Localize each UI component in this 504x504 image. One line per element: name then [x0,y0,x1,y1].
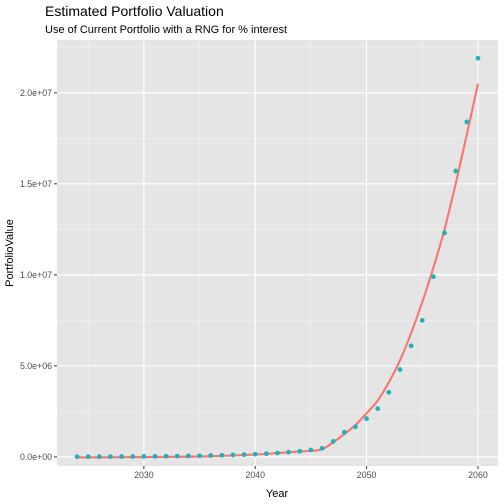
data-point [475,55,481,61]
data-point [297,448,303,454]
data-point [419,317,425,323]
data-point [408,343,414,349]
data-point [442,230,447,236]
points-series [74,55,481,460]
data-point [397,367,403,372]
y-tick-label: 2.0e+07 [20,88,52,98]
y-axis: 0.0e+00 5.0e+06 1.0e+07 1.5e+07 2.0e+07 [20,88,57,462]
y-tick-label: 1.0e+07 [20,270,52,280]
data-point [74,454,80,460]
data-point [308,447,314,453]
data-point [364,416,369,422]
data-point [219,452,225,458]
data-point [119,454,124,459]
data-point [431,274,436,280]
data-point [286,449,292,455]
plot-panel [57,40,498,466]
data-point [464,119,470,125]
y-tick-label: 0.0e+00 [20,452,52,462]
data-point [353,424,358,430]
data-point [174,453,180,459]
data-point [141,454,147,459]
data-point [263,451,269,457]
data-point [130,454,136,459]
data-point [108,454,113,460]
x-tick-label: 2060 [468,470,488,480]
data-point [230,452,236,458]
data-point [96,454,102,460]
data-point [375,406,381,412]
data-point [453,168,459,174]
data-point [330,439,336,444]
x-tick-label: 2050 [357,470,377,480]
chart-subtitle: Use of Current Portfolio with a RNG for … [45,24,287,36]
grid-lines [57,40,498,466]
data-point [252,451,258,457]
y-tick-label: 5.0e+06 [20,361,52,371]
x-axis: 2030 2040 2050 2060 [134,466,488,480]
data-point [197,453,202,459]
data-point [275,450,280,456]
data-point [152,453,158,459]
data-point [386,389,392,395]
y-tick-label: 1.5e+07 [20,179,52,189]
x-tick-label: 2030 [134,470,154,480]
x-tick-label: 2040 [245,470,265,480]
data-point [241,452,247,458]
y-axis-title: PortfolioValue [4,219,16,287]
x-axis-title: Year [266,488,289,500]
data-point [85,454,91,460]
data-point [319,445,325,451]
data-point [163,453,169,459]
data-point [341,429,347,435]
chart-title: Estimated Portfolio Valuation [45,3,224,19]
data-point [208,453,214,458]
data-point [186,453,191,459]
